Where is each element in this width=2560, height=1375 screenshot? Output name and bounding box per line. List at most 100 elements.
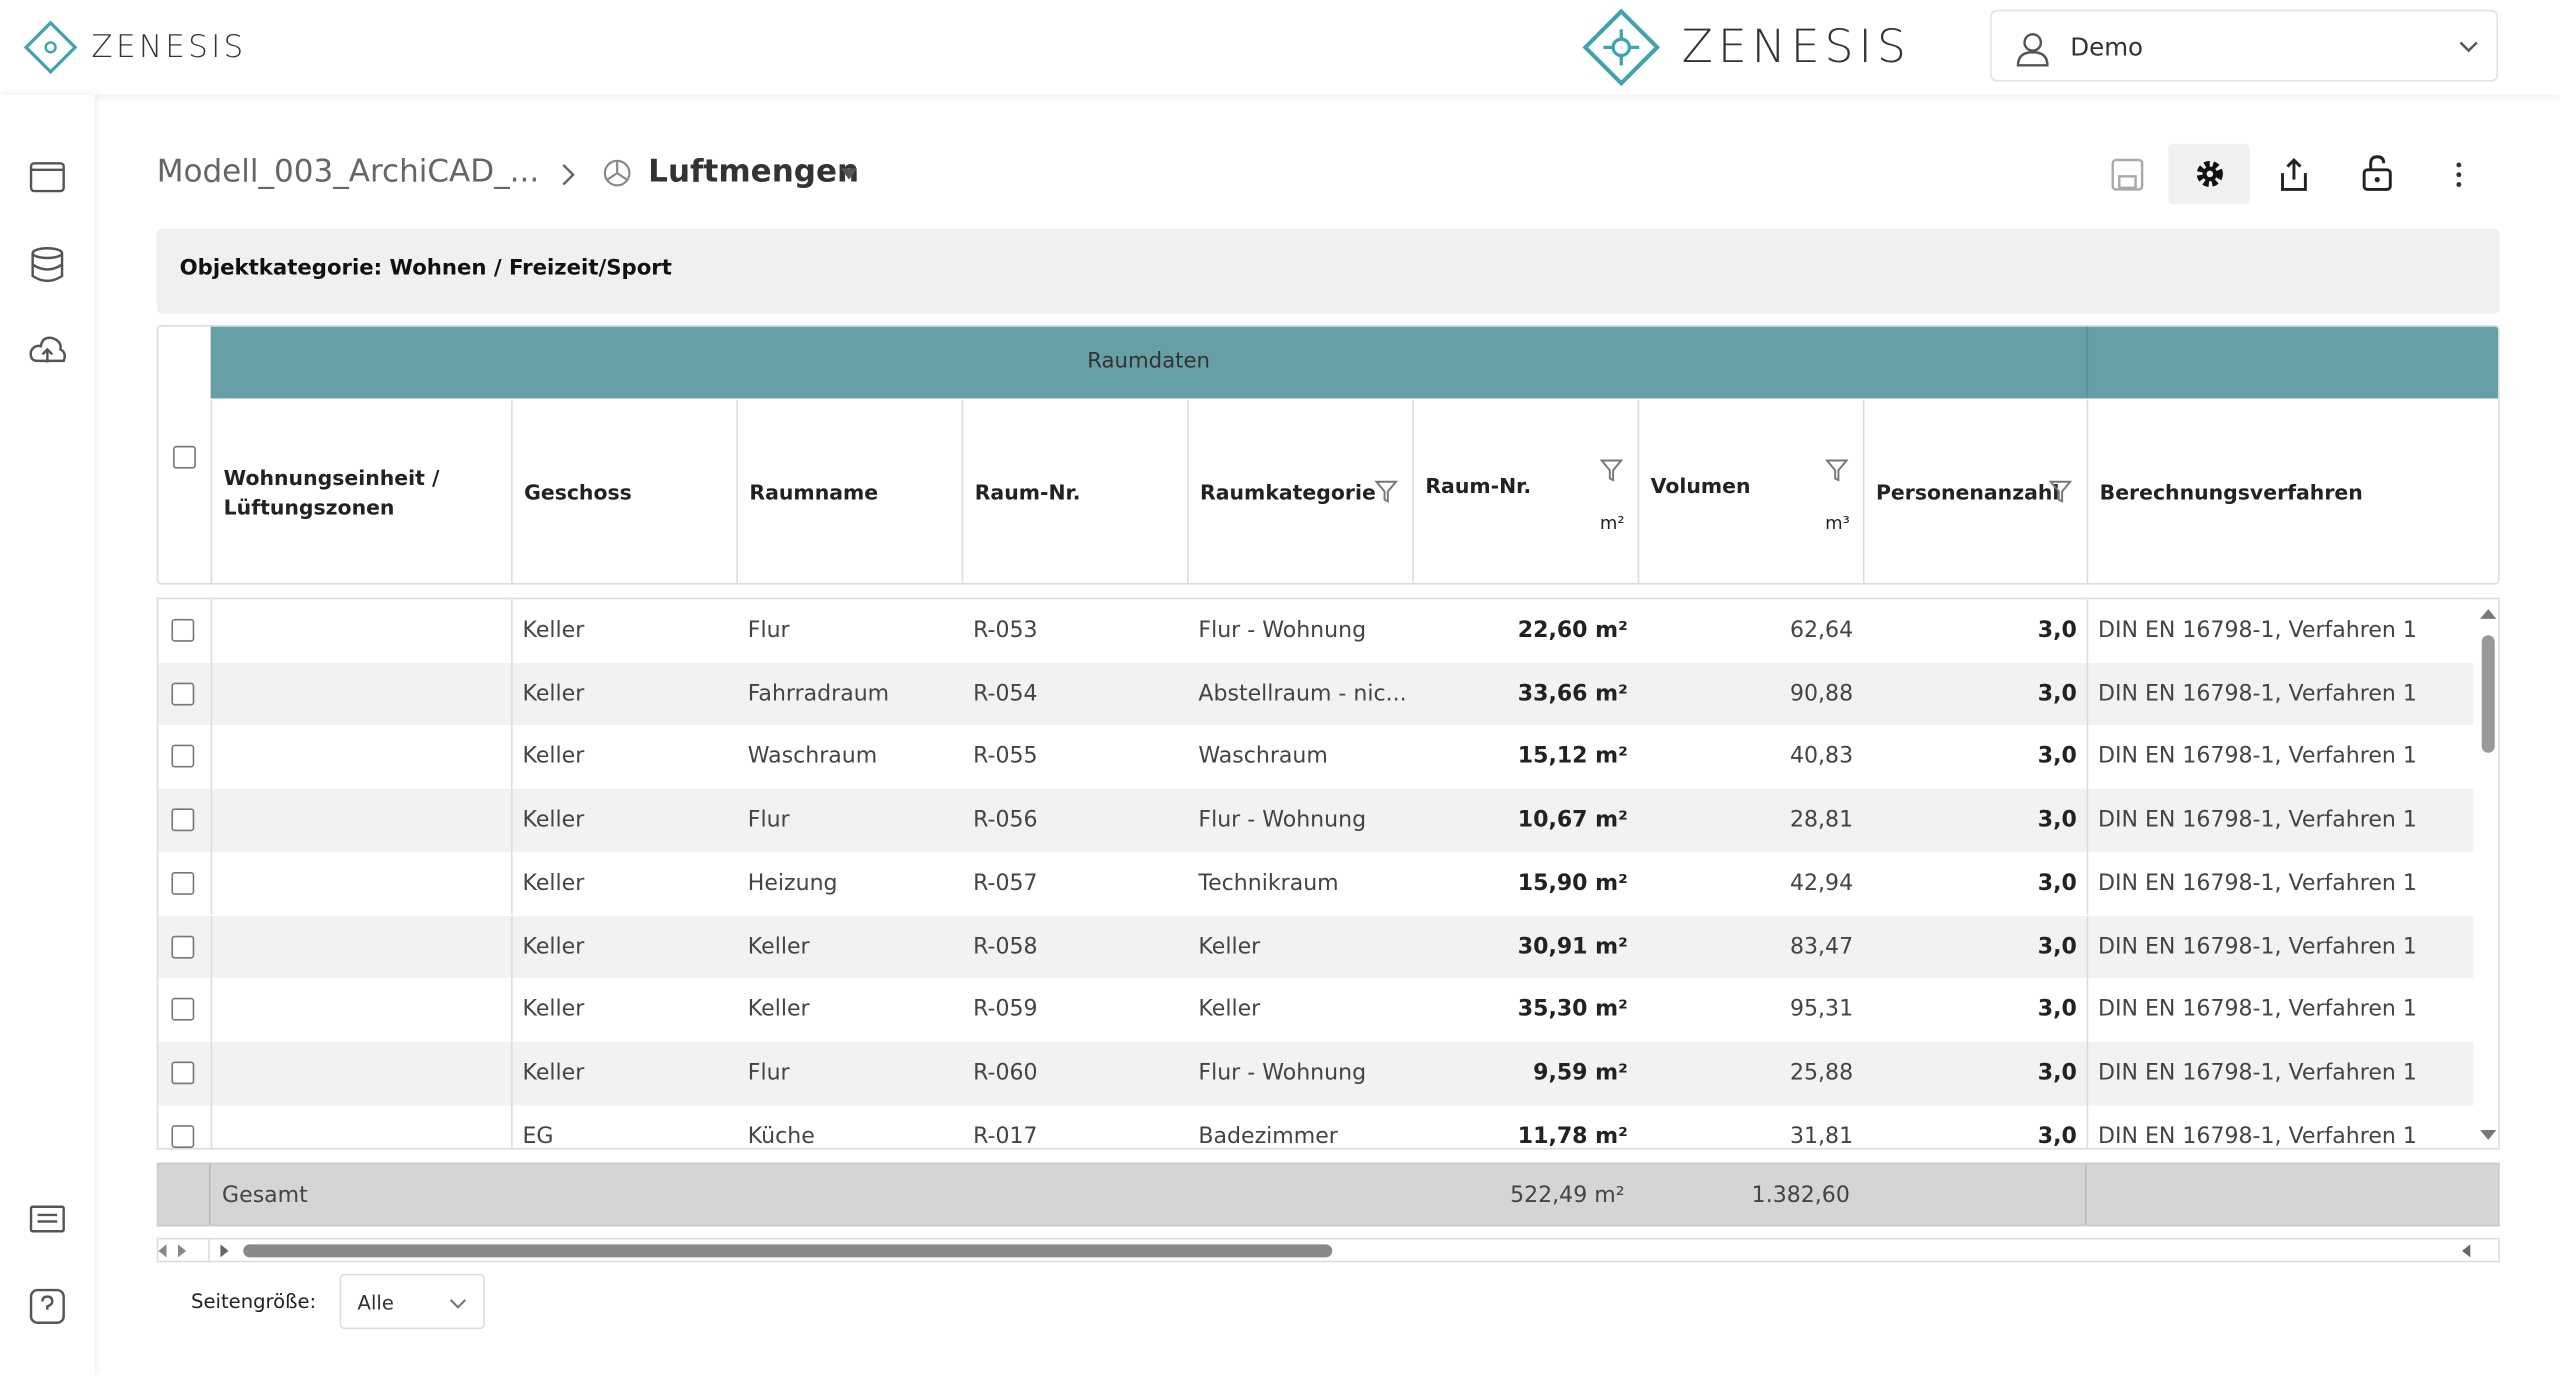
column-title: Geschoss <box>524 480 632 505</box>
total-label: Gesamt <box>222 1182 308 1209</box>
table-cell: R-060 <box>973 1059 1038 1086</box>
table-cell: Waschraum <box>1198 743 1328 770</box>
more-button[interactable] <box>2449 158 2469 191</box>
table-cell: Abstellraum - nic... <box>1198 680 1407 707</box>
user-menu[interactable]: Demo <box>1990 9 2499 82</box>
save-button[interactable] <box>2109 157 2145 193</box>
row-checkbox[interactable] <box>171 808 195 832</box>
table-cell: R-057 <box>973 870 1038 897</box>
vertical-scrollbar[interactable] <box>2477 606 2500 1145</box>
breadcrumb-separator <box>562 164 575 186</box>
table-cell: Heizung <box>747 870 838 897</box>
settings-button[interactable] <box>2168 143 2250 205</box>
row-checkbox[interactable] <box>171 871 195 895</box>
row-checkbox[interactable] <box>171 682 195 705</box>
column-title: Raumname <box>749 480 879 505</box>
cell-divider <box>2086 662 2089 726</box>
table-row[interactable]: Keller Fahrradraum R-054 Abstellraum - nic.… <box>158 662 2474 726</box>
filter-icon[interactable] <box>1600 459 1623 482</box>
logo-text[interactable]: ZENESIS <box>91 29 247 66</box>
total-area: 522,49 m² <box>1510 1182 1625 1209</box>
table-row[interactable]: Keller Flur R-053 Flur - Wohnung 22,60 m² 62,… <box>158 599 2474 663</box>
nav-database[interactable] <box>28 245 67 284</box>
cell-divider <box>210 915 213 979</box>
cell-divider <box>210 599 213 663</box>
cell-divider <box>511 662 513 726</box>
cell-divider <box>210 1041 213 1105</box>
cell-divider <box>210 978 213 1042</box>
table-row[interactable]: Keller Flur R-060 Flur - Wohnung 9,59 m² 25,8… <box>158 1041 2474 1105</box>
nav-upload[interactable] <box>28 331 67 370</box>
nav-projects[interactable] <box>28 157 67 196</box>
filter-icon[interactable] <box>1825 459 1849 482</box>
cell-divider <box>2086 978 2089 1042</box>
cell-divider <box>511 915 513 979</box>
table-row[interactable]: EG Küche R-017 Badezimmer 11,78 m² 31,81 3,0 DI… <box>158 1104 2474 1149</box>
cell-divider <box>511 725 513 789</box>
table-cell: DIN EN 16798-1, Verfahren 1 <box>2098 996 2417 1023</box>
column-title: Berechnungsverfahren <box>2099 480 2363 505</box>
column-header[interactable]: Berechnungsverfahren <box>2086 400 2498 583</box>
row-checkbox[interactable] <box>171 1124 195 1148</box>
cell-divider <box>2086 788 2089 853</box>
cell-divider <box>210 725 213 789</box>
table-cell: 90,88 <box>1790 680 1854 707</box>
column-header[interactable]: Geschoss <box>511 400 736 583</box>
table-cell: Keller <box>522 933 585 960</box>
column-header[interactable]: Wohnungseinheit / Lüftungszonen <box>210 400 511 583</box>
table-cell: Keller <box>522 680 585 707</box>
table-cell: R-059 <box>973 996 1038 1023</box>
row-checkbox[interactable] <box>171 618 195 642</box>
column-header[interactable]: Volumen m³ <box>1637 400 1863 583</box>
group-header: Raumdaten <box>210 326 2499 399</box>
filter-icon[interactable] <box>1374 480 1398 503</box>
column-header[interactable]: Raumkategorie <box>1186 400 1412 583</box>
row-checkbox[interactable] <box>171 1061 195 1085</box>
nav-feedback[interactable] <box>28 1202 67 1241</box>
table-cell: Keller <box>522 870 585 897</box>
column-header[interactable]: Raum-Nr. <box>961 400 1187 583</box>
cell-divider <box>511 599 513 663</box>
horizontal-scrollbar[interactable] <box>156 1237 2500 1263</box>
breadcrumb-model[interactable]: Modell_003_ArchiCAD_... <box>156 153 540 190</box>
column-header[interactable]: Raumname <box>736 400 961 583</box>
table-row[interactable]: Keller Keller R-059 Keller 35,30 m² 95,31 3,0 D… <box>158 978 2474 1042</box>
column-title: Wohnungseinheit / Lüftungszonen <box>223 465 440 520</box>
column-header[interactable]: Personenanzahl <box>1862 400 2087 583</box>
table-cell: Badezimmer <box>1198 1122 1338 1149</box>
table-cell: 95,31 <box>1790 996 1854 1023</box>
sidebar <box>0 94 95 1375</box>
table-row[interactable]: Keller Waschraum R-055 Waschraum 15,12 m² 40,… <box>158 725 2474 789</box>
table-row[interactable]: Keller Keller R-058 Keller 30,91 m² 83,47 3,0 D… <box>158 915 2474 979</box>
group-header-label: Raumdaten <box>1087 349 1210 374</box>
column-header[interactable]: Raum-Nr. m² <box>1412 400 1637 583</box>
table-cell: DIN EN 16798-1, Verfahren 1 <box>2098 806 2417 833</box>
select-all-checkbox[interactable] <box>173 445 196 469</box>
filter-icon[interactable] <box>2049 480 2072 503</box>
user-name: Demo <box>2070 32 2144 63</box>
table-cell: Flur - Wohnung <box>1198 806 1367 833</box>
dropdown-arrow[interactable] <box>840 168 858 181</box>
table-cell: Flur - Wohnung <box>1198 617 1367 644</box>
cell-divider <box>210 662 213 726</box>
row-checkbox[interactable] <box>171 745 195 769</box>
table-row[interactable]: Keller Heizung R-057 Technikraum 15,90 m² 42,… <box>158 852 2474 916</box>
breadcrumb-view[interactable]: Luftmengen <box>648 153 860 190</box>
table-header: Raumdaten Wohnungseinheit / Lüftungszone… <box>156 324 2500 585</box>
table-cell: 3,0 <box>2037 933 2077 960</box>
table-cell: DIN EN 16798-1, Verfahren 1 <box>2098 617 2417 644</box>
nav-help[interactable] <box>28 1287 67 1326</box>
row-checkbox[interactable] <box>171 998 195 1021</box>
table-row[interactable]: Keller Flur R-056 Flur - Wohnung 10,67 m² 28,… <box>158 788 2474 853</box>
page-size-select[interactable]: Alle <box>339 1273 485 1330</box>
row-checkbox[interactable] <box>171 934 195 958</box>
table-cell: 3,0 <box>2037 996 2077 1023</box>
lock-button[interactable] <box>2359 154 2395 193</box>
cell-divider <box>511 1104 513 1148</box>
export-button[interactable] <box>2276 157 2312 193</box>
page-size-label: Seitengröße: <box>191 1290 317 1313</box>
gear-icon <box>2196 160 2223 187</box>
table-cell: R-054 <box>973 680 1038 707</box>
cell-divider <box>2086 852 2089 916</box>
